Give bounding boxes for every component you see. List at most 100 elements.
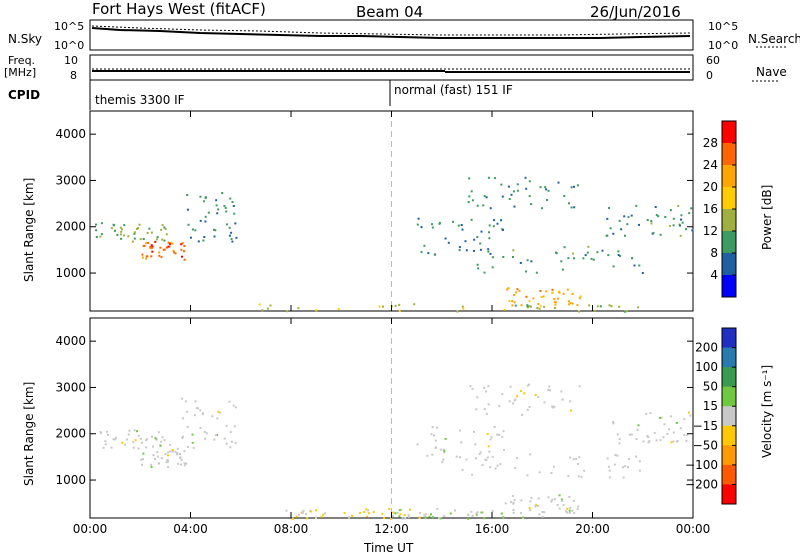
power-cell (680, 214, 683, 217)
power-cell (641, 272, 644, 274)
power-cell (224, 206, 227, 209)
velocity-cell (526, 408, 529, 411)
power-cell (637, 306, 640, 309)
power-cell (186, 194, 189, 196)
velocity-cell (160, 457, 163, 459)
power-cell (488, 231, 490, 234)
power-cell (155, 238, 158, 241)
velocity-cell (530, 497, 533, 499)
velocity-cell (490, 436, 493, 439)
power-cell (511, 300, 514, 303)
velocity-cell (575, 458, 578, 460)
velocity-cell (467, 514, 470, 516)
velocity-cell (487, 403, 490, 406)
velocity-cell (146, 438, 148, 441)
freq-label-1: Freq. (8, 54, 36, 67)
velocity-cell (458, 456, 461, 459)
velocity-cell (675, 422, 678, 424)
power-cell (570, 186, 573, 189)
velocity-cell (179, 457, 182, 459)
power-cell (183, 250, 185, 253)
power-cell (514, 304, 517, 307)
power-cell (624, 234, 626, 237)
power-cell (567, 257, 570, 260)
velocity-cell (646, 435, 649, 438)
power-cell (123, 224, 126, 227)
velocity-cell (541, 511, 544, 513)
velocity-cell (577, 463, 579, 465)
velocity-cell (140, 458, 143, 461)
velocity-cell (496, 433, 499, 436)
power-cell (631, 257, 634, 260)
power-cell (528, 195, 531, 198)
velocity-cell (481, 511, 484, 514)
freq-label-2: [MHz] (4, 66, 37, 79)
power-cell (99, 235, 102, 238)
velocity-cell (522, 516, 525, 519)
velocity-cell (154, 437, 157, 440)
velocity-cell (167, 465, 170, 468)
power-cell (537, 303, 540, 305)
power-cell (168, 243, 171, 245)
velocity-cell (683, 418, 686, 421)
power-ytick-label: 1000 (55, 266, 86, 280)
velocity-cell (536, 505, 539, 507)
velocity-cell (483, 517, 486, 520)
power-cell (420, 251, 423, 254)
velocity-cell (642, 440, 645, 443)
power-cell (158, 254, 161, 257)
power-cell (561, 268, 564, 271)
velocity-cell (150, 463, 153, 466)
power-cell (669, 209, 672, 212)
velocity-cell (211, 415, 214, 418)
velocity-colorbar-swatch (722, 406, 736, 427)
power-cell (606, 234, 609, 237)
velocity-cell (478, 453, 481, 456)
power-cell (627, 216, 630, 219)
power-cell (187, 223, 190, 226)
power-cell (100, 222, 103, 225)
velocity-region-4 (461, 453, 641, 479)
power-cell (487, 248, 490, 251)
velocity-cell (132, 441, 135, 444)
power-cell (452, 220, 454, 223)
velocity-cell (622, 476, 625, 479)
xtick-label: 08:00 (274, 522, 309, 536)
power-cell (194, 229, 197, 232)
power-cell (231, 240, 234, 243)
velocity-cell (365, 508, 368, 511)
power-cell (578, 310, 580, 313)
velocity-cell (491, 510, 494, 513)
velocity-cell (689, 414, 692, 417)
power-cell (646, 219, 649, 221)
power-region-0 (95, 222, 168, 243)
velocity-cell (476, 511, 479, 514)
station-title: Fort Hays West (fitACF) (92, 0, 266, 18)
power-cell (617, 254, 620, 256)
velocity-cell (128, 429, 131, 432)
velocity-cell (223, 437, 226, 440)
velocity-cell (167, 454, 170, 457)
power-cell (150, 255, 153, 258)
power-cell (530, 203, 533, 206)
velocity-cell (114, 438, 117, 441)
velocity-cell (487, 385, 490, 388)
freq-tick-high: 10 (64, 54, 78, 67)
power-cell (297, 307, 300, 310)
velocity-cell (685, 439, 688, 442)
velocity-cell (442, 448, 445, 451)
power-cell (120, 237, 123, 240)
power-cell (213, 228, 215, 231)
power-cell (567, 303, 570, 306)
power-cell (513, 294, 516, 296)
velocity-cell (489, 466, 492, 469)
power-cell (199, 219, 202, 222)
velocity-cell (174, 450, 177, 453)
velocity-cell (137, 434, 140, 437)
velocity-cell (612, 422, 615, 425)
nsky-trace (91, 27, 691, 39)
velocity-cell (199, 427, 202, 429)
velocity-ytick-label: 4000 (55, 334, 86, 348)
velocity-cell (626, 466, 629, 469)
power-cell (664, 216, 667, 218)
